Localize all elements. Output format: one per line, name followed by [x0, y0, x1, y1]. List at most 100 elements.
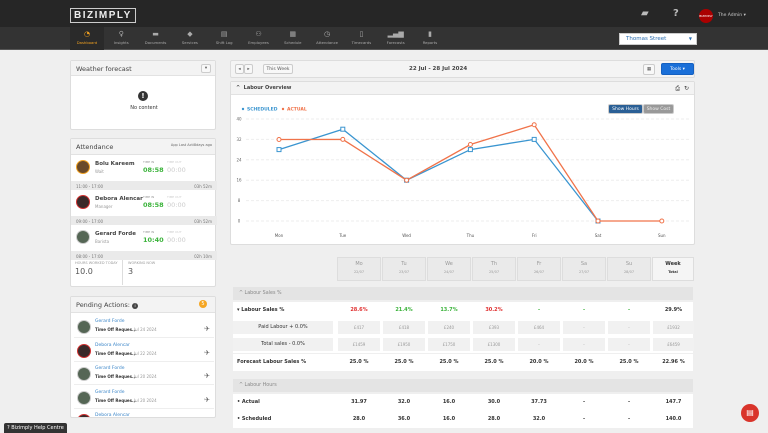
- time-in-label: TIME IN: [143, 230, 155, 234]
- table-cell: £1950: [383, 338, 425, 351]
- calendar-icon[interactable]: ▦: [643, 64, 655, 75]
- series-line-scheduled: [278, 128, 599, 222]
- nav-forecasts[interactable]: ▂▄▆ Forecasts: [379, 27, 413, 50]
- plane-icon: ✈: [204, 348, 210, 357]
- legend-actual: ACTUAL: [287, 107, 307, 113]
- pending-item[interactable]: Debora Alencar Time Off Reques... Jul 22 2…: [74, 340, 214, 362]
- chat-icon[interactable]: ▰: [641, 8, 649, 19]
- table-cell: 28.0: [487, 416, 501, 422]
- show-cost-button[interactable]: Show Cost: [643, 104, 674, 114]
- nav-dashboard[interactable]: ◔ Dashboard: [70, 27, 104, 50]
- section-labour-sales[interactable]: ^ Labour Sales %: [233, 287, 693, 300]
- nav-services[interactable]: ◆ Services: [173, 27, 207, 50]
- row-label: Paid Labour + 0.0%: [233, 321, 333, 334]
- y-tick-label: 40: [236, 117, 242, 122]
- table-cell: £418: [383, 321, 425, 334]
- table-cell: £1300: [473, 338, 515, 351]
- gauge-icon: ◔: [83, 30, 91, 38]
- this-week-button[interactable]: This Week: [263, 64, 293, 74]
- table-cell: 25.0 %: [394, 359, 414, 365]
- pending-employee-name[interactable]: Gerard Forde: [95, 366, 125, 371]
- actual-point: [595, 218, 601, 224]
- next-week-button[interactable]: ▸: [244, 64, 253, 74]
- attendance-row[interactable]: Bolu Kareem Wait TIME IN TIME OUT 08:58 00:00: [71, 155, 217, 181]
- avatar[interactable]: BIZIMPLY: [699, 9, 713, 23]
- table-cell: £464: [518, 321, 560, 334]
- pending-item[interactable]: Gerard Forde Time Off Reques... Jul 20 202…: [74, 387, 214, 409]
- shift-strip: 11:00 - 17:00 03h 52m: [71, 181, 217, 190]
- calendar-icon: ▦: [289, 30, 297, 38]
- nav-schedule[interactable]: ▦ Schedule: [276, 27, 310, 50]
- nav-shift-log[interactable]: ▤ Shift Log: [207, 27, 241, 50]
- day-header: Mo 22/07: [337, 257, 381, 281]
- weather-dropdown-button[interactable]: ▾: [201, 64, 211, 73]
- pending-count-badge: 5: [199, 300, 207, 308]
- nav-insights[interactable]: ♀ Insights: [104, 27, 138, 50]
- working-now: WORKING NOW 3: [122, 257, 155, 285]
- user-menu[interactable]: The Admin ▾: [718, 13, 746, 18]
- table-cell: -: [582, 307, 586, 313]
- help-centre-button[interactable]: ? Bizimply Help Centre: [4, 423, 67, 433]
- table-cell: 20.0 %: [529, 359, 549, 365]
- scheduled-point: [531, 136, 537, 142]
- tools-button[interactable]: Tools ▾: [661, 63, 694, 75]
- shift-duration: 02h 10m: [194, 253, 212, 259]
- table-row: • Actual 31.97 32.0 16.0 30.0 37.73 - - 147.7: [233, 394, 693, 411]
- employee-name: Gerard Forde: [95, 231, 136, 237]
- pending-employee-name[interactable]: Debora Alencar: [95, 342, 130, 348]
- legend-marker: [281, 107, 285, 111]
- table-cell: -: [563, 338, 605, 351]
- location-select[interactable]: Thomas Street ▼: [619, 33, 697, 45]
- folder-icon: ▬: [152, 30, 159, 38]
- table-cell: 147.7: [665, 399, 682, 405]
- table-cell: -: [627, 399, 631, 405]
- table-cell: 16.0: [442, 416, 456, 422]
- pending-item[interactable]: Debora Alencar: [74, 411, 214, 418]
- nav-reports[interactable]: ▮ Reports: [413, 27, 447, 50]
- y-tick-label: 0: [238, 219, 241, 224]
- last-active-text: App Last Acti8days ago: [170, 143, 212, 147]
- row-label: • Actual: [237, 399, 260, 405]
- prev-week-button[interactable]: ◂: [235, 64, 244, 74]
- bizimply-logo[interactable]: BIZIMPLY: [70, 8, 136, 23]
- time-out-label: TIME OUT: [167, 230, 182, 234]
- print-icon[interactable]: ⎙: [675, 85, 680, 92]
- pending-employee-name[interactable]: Gerard Forde: [95, 319, 125, 324]
- plane-icon: ✈: [204, 395, 210, 404]
- table-cell: £240: [428, 321, 470, 334]
- week-toolbar: ◂ ▸ This Week 22 Jul - 28 Jul 2024 ▦ Too…: [230, 60, 695, 78]
- shift-strip: 09:00 - 17:00 03h 52m: [71, 216, 217, 225]
- table-cell: -: [608, 321, 650, 334]
- nav-documents[interactable]: ▬ Documents: [139, 27, 173, 50]
- table-row: Total sales - 0.0% £1459 £1950 £1750 £1300- -…: [233, 336, 694, 353]
- help-icon[interactable]: ?: [673, 8, 679, 19]
- file-icon: ▯: [359, 30, 364, 38]
- pending-date: Jul 20 2024: [134, 397, 157, 403]
- table-cell: 140.0: [665, 416, 682, 422]
- table-cell: -: [627, 416, 631, 422]
- chat-launcher-button[interactable]: ▤: [741, 404, 759, 422]
- pending-item[interactable]: Gerard Forde Time Off Reques... Jul 24 202…: [74, 317, 214, 338]
- scheduled-point: [340, 126, 346, 132]
- table-cell: £393: [473, 321, 515, 334]
- refresh-icon[interactable]: ↻: [683, 85, 689, 92]
- row-label[interactable]: ▾ Labour Sales %: [237, 307, 285, 313]
- pending-employee-name[interactable]: Gerard Forde: [95, 389, 125, 395]
- nav-attendance[interactable]: ◷ Attendance: [310, 27, 344, 50]
- pending-employee-name[interactable]: Debora Alencar: [95, 413, 130, 418]
- nav-employees[interactable]: ⚇ Employees: [242, 27, 276, 50]
- pending-date: Jul 22 2024: [134, 350, 157, 356]
- attendance-row[interactable]: Debora Alencar Manager TIME IN TIME OUT 08:5…: [71, 190, 217, 216]
- nav-timecards[interactable]: ▯ Timecards: [344, 27, 378, 50]
- time-in-label: TIME IN: [143, 160, 155, 164]
- attendance-title: Attendance: [71, 139, 215, 155]
- caret-down-icon: ▼: [688, 36, 692, 41]
- x-tick-label: Wed: [402, 233, 411, 238]
- actual-point: [276, 136, 282, 142]
- pending-date: Jul 24 2024: [134, 327, 157, 332]
- pending-item[interactable]: Gerard Forde Time Off Reques... Jul 20 202…: [74, 364, 214, 385]
- show-hours-button[interactable]: Show Hours: [608, 104, 643, 114]
- section-labour-hours[interactable]: ^ Labour Hours: [233, 379, 693, 392]
- attendance-row[interactable]: Gerard Forde Barista TIME IN TIME OUT 10:40 0…: [71, 225, 217, 251]
- employee-avatar: [76, 195, 90, 209]
